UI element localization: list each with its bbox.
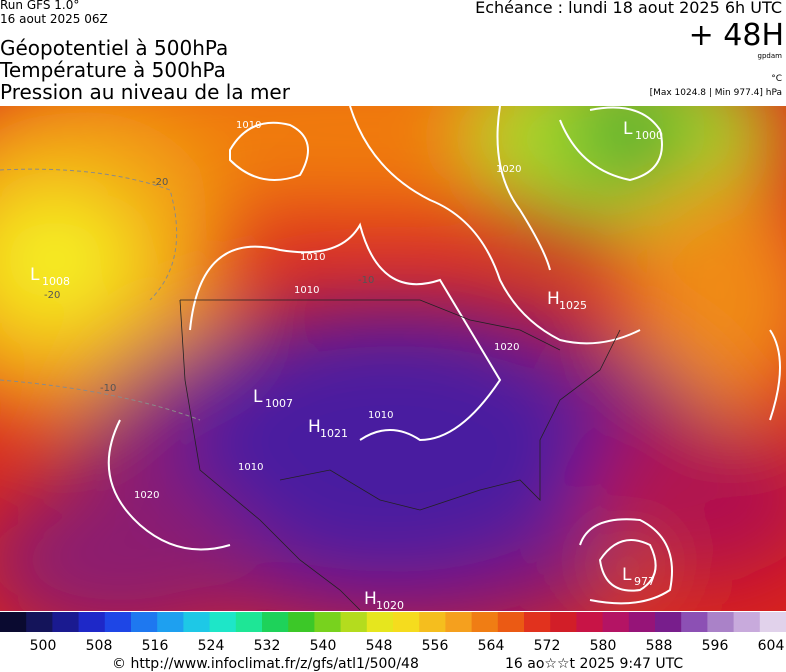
contour-label: 1010 xyxy=(294,285,319,296)
contour-label: -10 xyxy=(358,275,374,286)
contour-label: -10 xyxy=(100,383,116,394)
colorbar-swatch xyxy=(733,612,761,632)
colorbar-label: 516 xyxy=(142,638,169,654)
colorbar-label: 500 xyxy=(30,638,57,654)
colorbar-swatch xyxy=(471,612,499,632)
center-type: L xyxy=(30,265,40,285)
contour-label: 1020 xyxy=(494,342,519,353)
colorbar-swatch xyxy=(262,612,289,632)
colorbar-label: 580 xyxy=(590,638,617,654)
center-type: L xyxy=(622,565,632,585)
pressure-center: L 1000 xyxy=(623,119,663,142)
contour-label: 1020 xyxy=(134,490,159,501)
center-type: H xyxy=(308,417,321,437)
colorbar-swatch xyxy=(26,612,53,632)
center-value: 1025 xyxy=(559,299,587,312)
center-type: L xyxy=(623,119,633,139)
colorbar-swatch xyxy=(707,612,735,632)
unit-geo: gpdam xyxy=(757,52,782,60)
colorbar-label: 540 xyxy=(310,638,337,654)
colorbar-swatch xyxy=(314,612,342,632)
colorbar-swatch xyxy=(183,612,211,632)
colorbar-label: 556 xyxy=(422,638,449,654)
contour-label: 1010 xyxy=(236,120,261,131)
colorbar-label: 524 xyxy=(198,638,225,654)
center-value: 1021 xyxy=(320,427,348,440)
run-date: 16 aout 2025 06Z xyxy=(0,12,108,26)
pressure-center: H 1021 xyxy=(308,417,348,440)
contour-label: -20 xyxy=(152,177,168,188)
colorbar-label: 548 xyxy=(366,638,393,654)
center-type: H xyxy=(364,589,377,609)
contour-label: 1020 xyxy=(496,164,521,175)
map-field xyxy=(0,106,786,611)
colorbar-label: 564 xyxy=(478,638,505,654)
colorbar-label: 596 xyxy=(702,638,729,654)
contour-label: 1010 xyxy=(238,462,263,473)
colorbar-label: 588 xyxy=(646,638,673,654)
colorbar-swatch xyxy=(340,612,368,632)
pressure-center: L 1007 xyxy=(253,387,293,410)
colorbar-swatch xyxy=(419,612,446,632)
pressure-center: L 1008 xyxy=(30,265,70,288)
center-value: 977 xyxy=(634,575,655,588)
colorbar-label: 572 xyxy=(534,638,561,654)
center-value: 1007 xyxy=(265,397,293,410)
title: Pression au niveau de la mer xyxy=(0,80,290,104)
colorbar-swatch xyxy=(602,612,630,632)
footer-time: 16 ao☆☆t 2025 9:47 UTC xyxy=(505,656,683,672)
colorbar-swatch xyxy=(550,612,577,632)
colorbar-swatch xyxy=(759,612,786,632)
colorbar-swatch xyxy=(497,612,525,632)
center-value: 1020 xyxy=(376,599,404,612)
center-value: 1000 xyxy=(635,129,663,142)
colorbar-swatch xyxy=(681,612,708,632)
colorbar-swatch xyxy=(235,612,263,632)
title: Température à 500hPa xyxy=(0,58,226,82)
colorbar-swatch xyxy=(445,612,473,632)
colorbar-swatch xyxy=(393,612,420,632)
colorbar-label: 532 xyxy=(254,638,281,654)
valid-time: Echéance : lundi 18 aout 2025 6h UTC xyxy=(475,0,782,17)
title: Géopotentiel à 500hPa xyxy=(0,36,229,60)
colorbar-swatch xyxy=(209,612,237,632)
pressure-center: H 1025 xyxy=(547,289,587,312)
colorbar-swatch xyxy=(288,612,315,632)
contour-label: 1010 xyxy=(368,410,393,421)
colorbar-swatch xyxy=(78,612,106,632)
pressure-range: [Max 1024.8 | Min 977.4] hPa xyxy=(649,88,782,98)
colorbar-swatch xyxy=(131,612,158,632)
colorbar-swatch xyxy=(576,612,604,632)
run-label: Run GFS 1.0° xyxy=(0,0,80,12)
colorbar-swatch xyxy=(157,612,184,632)
colorbar-swatch xyxy=(52,612,80,632)
pressure-center: H 1020 xyxy=(364,589,404,612)
colorbar-label: 604 xyxy=(758,638,785,654)
colorbar-swatch xyxy=(655,612,682,632)
colorbar-swatch xyxy=(0,612,27,632)
center-type: L xyxy=(253,387,263,407)
center-value: 1008 xyxy=(42,275,70,288)
pressure-center: L 977 xyxy=(622,565,655,588)
contour-label: 1010 xyxy=(300,252,325,263)
colorbar-swatch xyxy=(628,612,656,632)
footer-url: © http://www.infoclimat.fr/z/gfs/atl1/50… xyxy=(112,656,419,672)
center-type: H xyxy=(547,289,560,309)
colorbar-label: 508 xyxy=(86,638,113,654)
contour-label: -20 xyxy=(44,290,60,301)
unit-temp: °C xyxy=(771,74,782,84)
colorbar-swatch xyxy=(366,612,394,632)
colorbar-swatch xyxy=(104,612,132,632)
colorbar-swatch xyxy=(524,612,551,632)
lead-time: + 48H xyxy=(688,18,784,53)
